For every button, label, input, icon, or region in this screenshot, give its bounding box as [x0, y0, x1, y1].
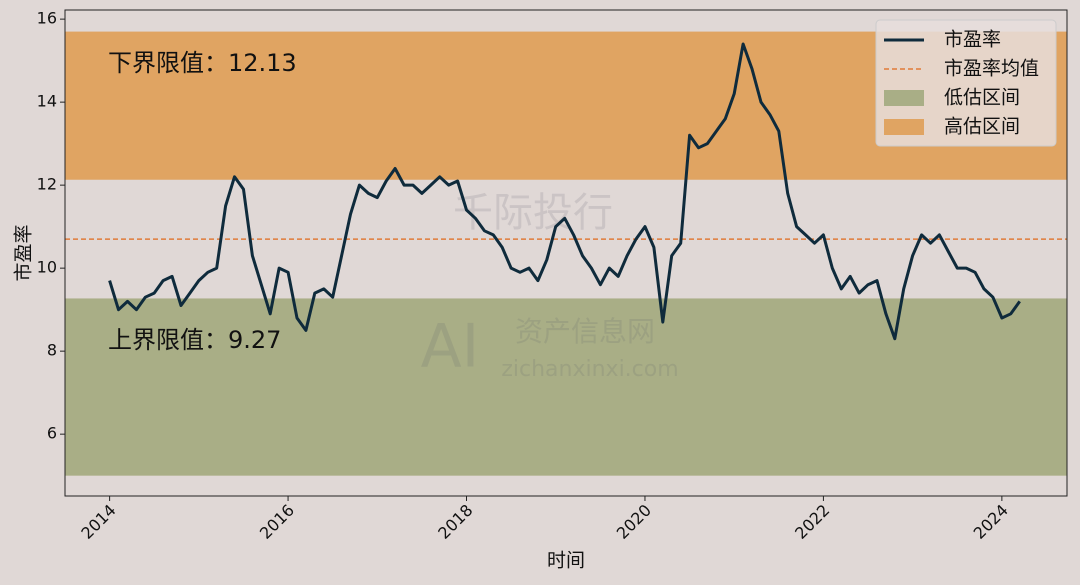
band [65, 298, 1067, 476]
y-tick-label: 10 [37, 258, 57, 277]
legend-box [875, 19, 1057, 147]
legend-label: 高估区间 [944, 116, 1020, 138]
plot-frame [64, 9, 1068, 497]
annotation: 下界限值：12.13 [108, 49, 297, 77]
y-tick-label: 14 [37, 92, 57, 111]
y-tick-label: 12 [37, 175, 57, 194]
legend-swatch [884, 119, 924, 135]
y-tick-label: 8 [47, 341, 57, 360]
watermark: AI [421, 312, 480, 382]
legend-label: 市盈率均值 [944, 58, 1039, 80]
y-axis-label: 市盈率 [13, 224, 35, 281]
watermark: 千际投行 [453, 190, 613, 236]
legend-label: 低估区间 [944, 87, 1020, 109]
y-tick-label: 16 [37, 9, 57, 28]
y-tick-label: 6 [47, 424, 57, 443]
legend-swatch [884, 90, 924, 106]
watermark: zichanxinxi.com [501, 357, 678, 382]
watermark: 资产信息网 [515, 315, 655, 348]
price-line [108, 42, 1021, 341]
legend-label: 市盈率 [944, 29, 1001, 51]
annotation: 上界限值：9.27 [108, 326, 281, 354]
x-axis-label: 时间 [547, 550, 585, 572]
